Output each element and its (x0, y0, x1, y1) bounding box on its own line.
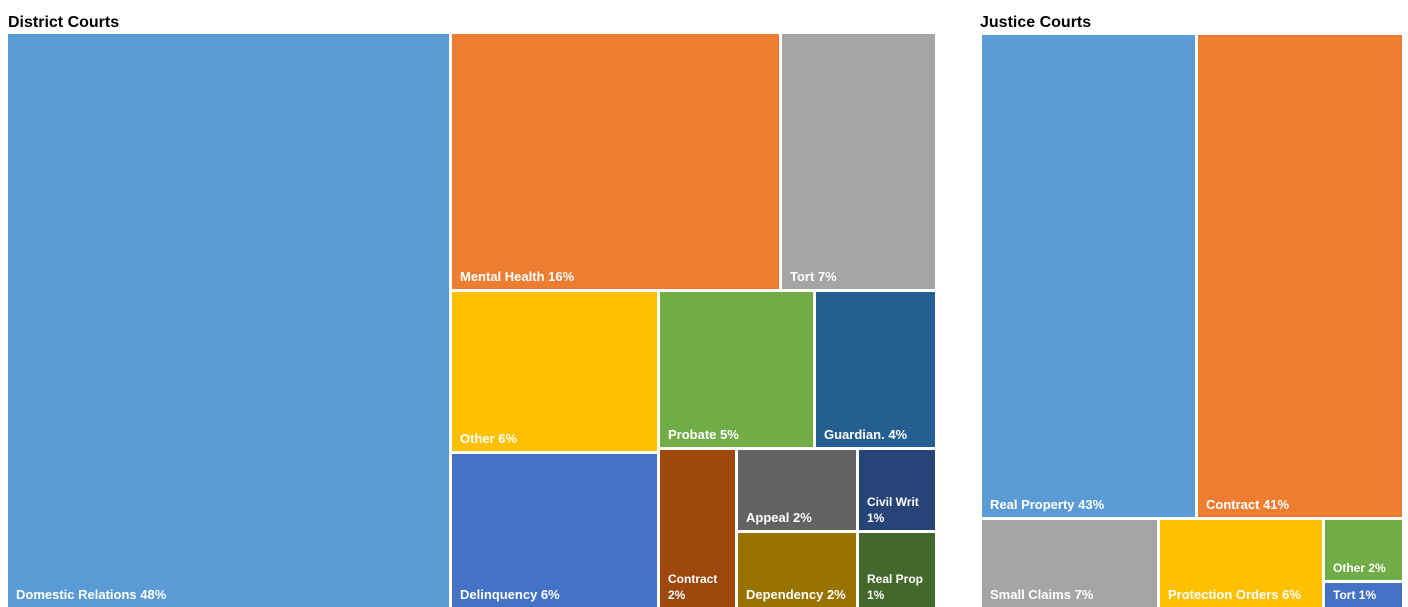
tile-label: Tort 7% (790, 268, 931, 285)
value-label: 2% (668, 588, 686, 602)
tile: Tort 1% (1325, 583, 1402, 607)
value-label: 6% (498, 431, 518, 446)
value-label: 41% (1263, 497, 1290, 512)
tile: Mental Health 16% (452, 34, 779, 289)
value-label: 7% (817, 269, 837, 284)
category-label: Contract (668, 572, 718, 586)
tile: Contract 2% (660, 450, 735, 607)
value-label: 2% (1368, 561, 1386, 575)
category-label: Mental Health (460, 269, 545, 284)
tile-label: Appeal 2% (746, 509, 852, 526)
category-label: Guardian. (824, 427, 885, 442)
chart-title: District Courts (8, 14, 120, 31)
value-label: 7% (1074, 587, 1094, 602)
tile-label: Small Claims 7% (990, 586, 1153, 603)
value-label: 43% (1078, 497, 1105, 512)
tile-label: Domestic Relations 48% (16, 586, 445, 603)
tile-label: Protection Orders 6% (1168, 586, 1318, 603)
tile-label: Other 6% (460, 430, 653, 447)
tile: Other 6% (452, 292, 657, 451)
category-label: Real Property (990, 497, 1075, 512)
tile: Tort 7% (782, 34, 935, 289)
tile-label: Tort 1% (1333, 587, 1398, 603)
tile: Guardian. 4% (816, 292, 935, 447)
tile: Probate 5% (660, 292, 813, 447)
category-label: Other (460, 431, 495, 446)
tile: Appeal 2% (738, 450, 856, 530)
category-label: Small Claims (990, 587, 1071, 602)
value-label: 6% (540, 587, 560, 602)
tile-label: Real Prop 1% (867, 571, 931, 603)
tile-label: Civil Writ 1% (867, 494, 931, 526)
category-label: Dependency (746, 587, 824, 602)
tile: Small Claims 7% (982, 520, 1157, 607)
tile: Real Prop 1% (859, 533, 935, 607)
category-label: Real Prop (867, 572, 924, 586)
value-label: 6% (1282, 587, 1301, 602)
value-label: 16% (548, 269, 575, 284)
category-label: Other (1333, 561, 1366, 575)
value-label: 48% (140, 587, 167, 602)
value-label: 1% (867, 588, 885, 602)
value-label: 2% (792, 510, 812, 525)
tile-label: Other 2% (1333, 560, 1398, 576)
value-label: 1% (1358, 588, 1377, 602)
category-label: Appeal (746, 510, 790, 525)
tile: Dependency 2% (738, 533, 856, 607)
category-label: Civil Writ (867, 495, 919, 509)
tile: Protection Orders 6% (1160, 520, 1322, 607)
tile: Contract 41% (1198, 35, 1402, 517)
value-label: 2% (826, 587, 846, 602)
tile: Real Property 43% (982, 35, 1195, 517)
tile-label: Dependency 2% (746, 586, 852, 603)
tile: Domestic Relations 48% (8, 34, 449, 607)
category-label: Contract (1206, 497, 1260, 512)
tile-label: Real Property 43% (990, 496, 1191, 513)
tile: Other 2% (1325, 520, 1402, 580)
tile-label: Contract 2% (668, 571, 731, 603)
category-label: Tort (790, 269, 815, 284)
value-label: 5% (720, 427, 739, 442)
tile: Delinquency 6% (452, 454, 657, 607)
tile-label: Mental Health 16% (460, 268, 775, 285)
category-label: Probate (668, 427, 717, 442)
tile-label: Guardian. 4% (824, 426, 931, 443)
category-label: Tort (1333, 588, 1356, 602)
tile-label: Probate 5% (668, 426, 809, 443)
value-label: 4% (888, 427, 908, 442)
tile-label: Delinquency 6% (460, 586, 653, 603)
tile-label: Contract 41% (1206, 496, 1398, 513)
chart-title: Justice Courts (980, 14, 1092, 31)
tile: Civil Writ 1% (859, 450, 935, 530)
category-label: Domestic Relations (16, 587, 137, 602)
value-label: 1% (867, 511, 885, 525)
category-label: Protection Orders (1168, 587, 1279, 602)
category-label: Delinquency (460, 587, 538, 602)
